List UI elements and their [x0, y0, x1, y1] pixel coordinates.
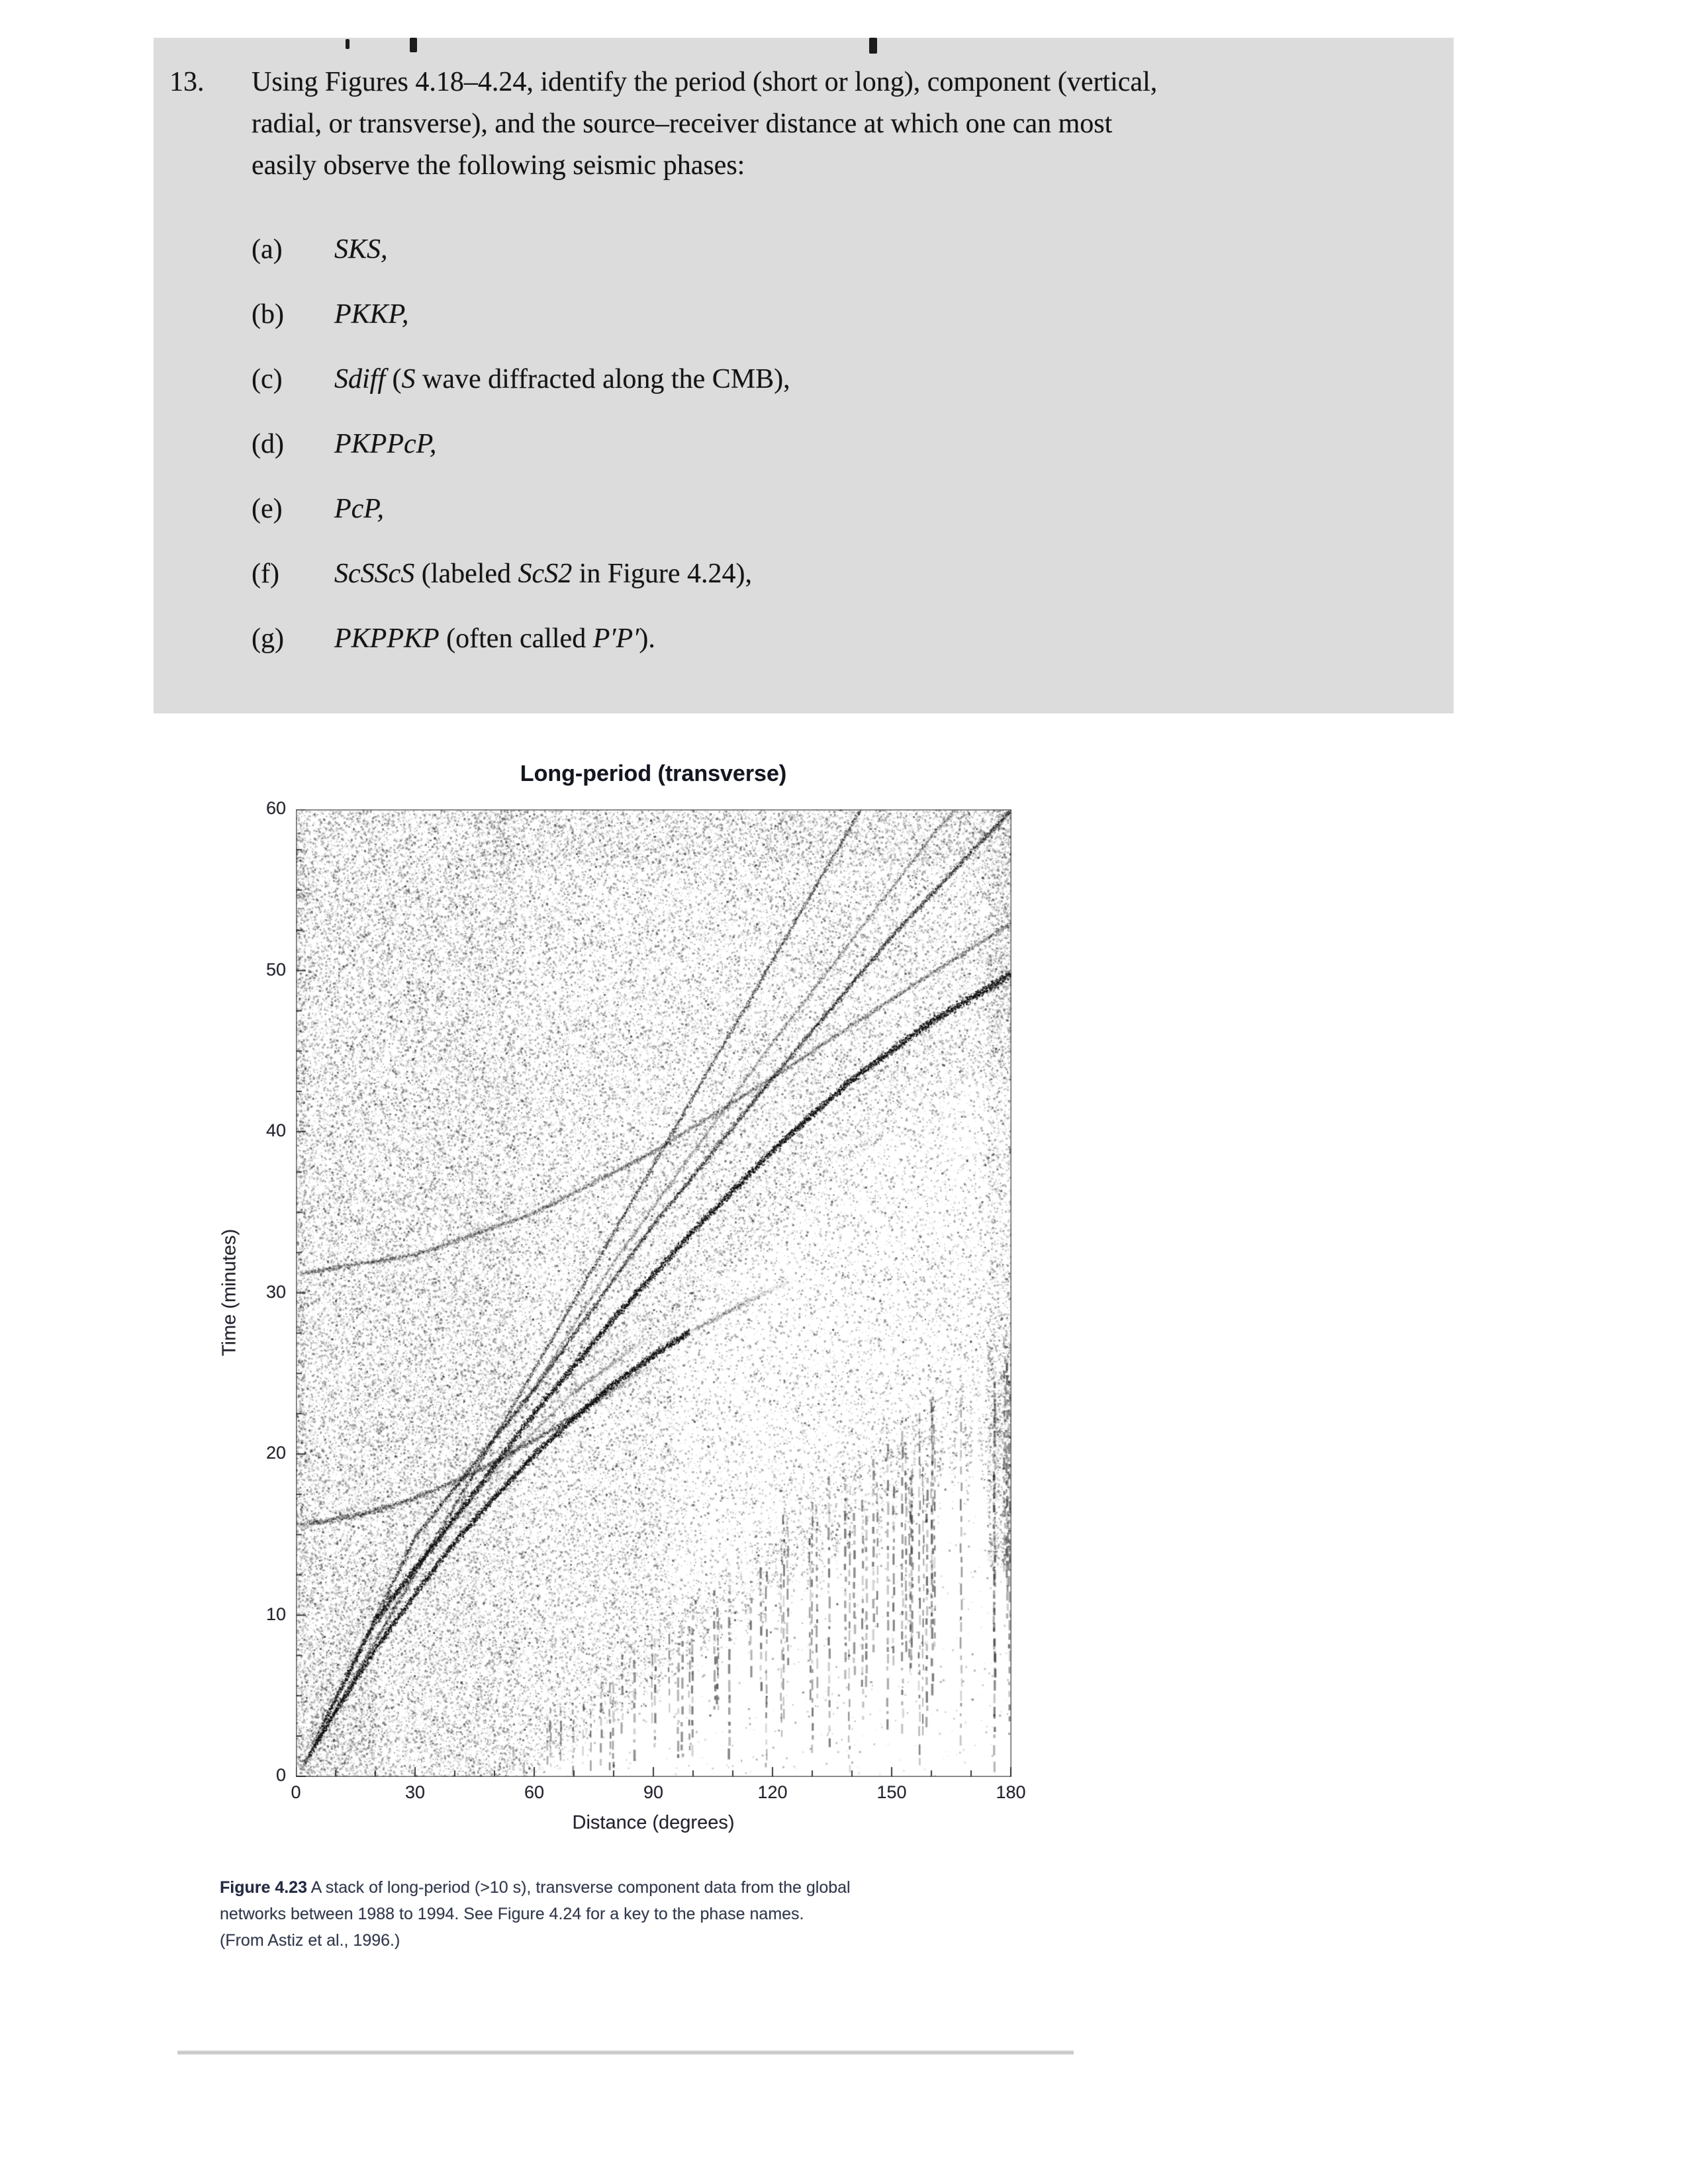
- phase-item-label: (e): [252, 494, 283, 524]
- question-intro-line-2: radial, or transverse), and the source–r…: [252, 109, 1113, 139]
- y-axis-label: Time (minutes): [218, 1228, 240, 1357]
- phase-item-label: (c): [252, 364, 283, 394]
- phase-item-text: PKKP,: [334, 299, 409, 330]
- phase-item-label: (a): [252, 234, 283, 265]
- x-tick-label: 120: [757, 1782, 788, 1802]
- phase-item: (c) Sdiff (S wave diffracted along the CM…: [252, 363, 1311, 396]
- phase-item-text: SKS,: [334, 234, 388, 265]
- caption-line-2: networks between 1988 to 1994. See Figur…: [220, 1905, 804, 1923]
- y-tick-label: 60: [265, 798, 286, 818]
- x-tick-label: 90: [643, 1782, 664, 1802]
- phase-item-text: PcP,: [334, 494, 385, 524]
- phase-item-label: (f): [252, 559, 279, 589]
- phase-item: (e) PcP,: [252, 492, 1311, 526]
- phase-list: (a) SKS, (b) PKKP, (c) Sdiff (S wave diffract…: [252, 233, 1311, 687]
- cropped-text-fragment: [410, 38, 417, 52]
- cropped-text-fragment: [346, 39, 350, 49]
- phase-item: (f) ScSScS (labeled ScS2 in Figure 4.24),: [252, 557, 1311, 591]
- question-intro-line-3: easily observe the following seismic pha…: [252, 150, 745, 181]
- phase-item: (g) PKPPKP (often called P′P′).: [252, 622, 1311, 656]
- x-tick-label: 150: [876, 1782, 907, 1802]
- y-tick-label: 10: [265, 1604, 286, 1624]
- phase-item: (b) PKKP,: [252, 298, 1311, 332]
- caption-line-1-text: A stack of long-period (>10 s), transver…: [307, 1878, 851, 1897]
- phase-item-label: (b): [252, 299, 284, 330]
- x-tick-label: 60: [524, 1782, 545, 1802]
- phase-item-label: (g): [252, 623, 284, 654]
- x-axis-label: Distance (degrees): [572, 1812, 735, 1833]
- y-tick-label: 50: [265, 959, 286, 979]
- caption-figure-label: Figure 4.23: [220, 1878, 307, 1897]
- y-tick-label: 30: [265, 1281, 286, 1302]
- cropped-text-fragment: [869, 38, 877, 54]
- phase-item-text: Sdiff (S wave diffracted along the CMB),: [334, 364, 790, 394]
- phase-item-label: (d): [252, 429, 284, 459]
- y-tick-label: 20: [265, 1443, 286, 1463]
- x-tick-label: 180: [996, 1782, 1026, 1802]
- phase-item-text: PKPPcP,: [334, 429, 437, 459]
- caption-line-1: Figure 4.23 A stack of long-period (>10 …: [220, 1874, 1021, 1901]
- phase-item: (d) PKPPcP,: [252, 428, 1311, 461]
- question-intro-line-1: Using Figures 4.18–4.24, identify the pe…: [252, 67, 1158, 97]
- question-number: 13.: [169, 67, 205, 97]
- phase-item-text: PKPPKP (often called P′P′).: [334, 623, 655, 654]
- x-tick-label: 30: [404, 1782, 426, 1802]
- divider-line: [177, 2050, 1074, 2055]
- figure-caption: Figure 4.23 A stack of long-period (>10 …: [220, 1874, 1021, 1954]
- x-tick-label: 0: [291, 1782, 301, 1802]
- y-tick-label: 0: [275, 1765, 286, 1785]
- phase-item: (a) SKS,: [252, 233, 1311, 267]
- figure-title: Long-period (transverse): [520, 761, 787, 786]
- question-box: [154, 38, 1454, 713]
- y-tick-label: 40: [265, 1120, 286, 1140]
- caption-line-3: (From Astiz et al., 1996.): [220, 1931, 400, 1950]
- seismic-record-section-plot: [296, 809, 1011, 1777]
- phase-item-text: ScSScS (labeled ScS2 in Figure 4.24),: [334, 559, 753, 589]
